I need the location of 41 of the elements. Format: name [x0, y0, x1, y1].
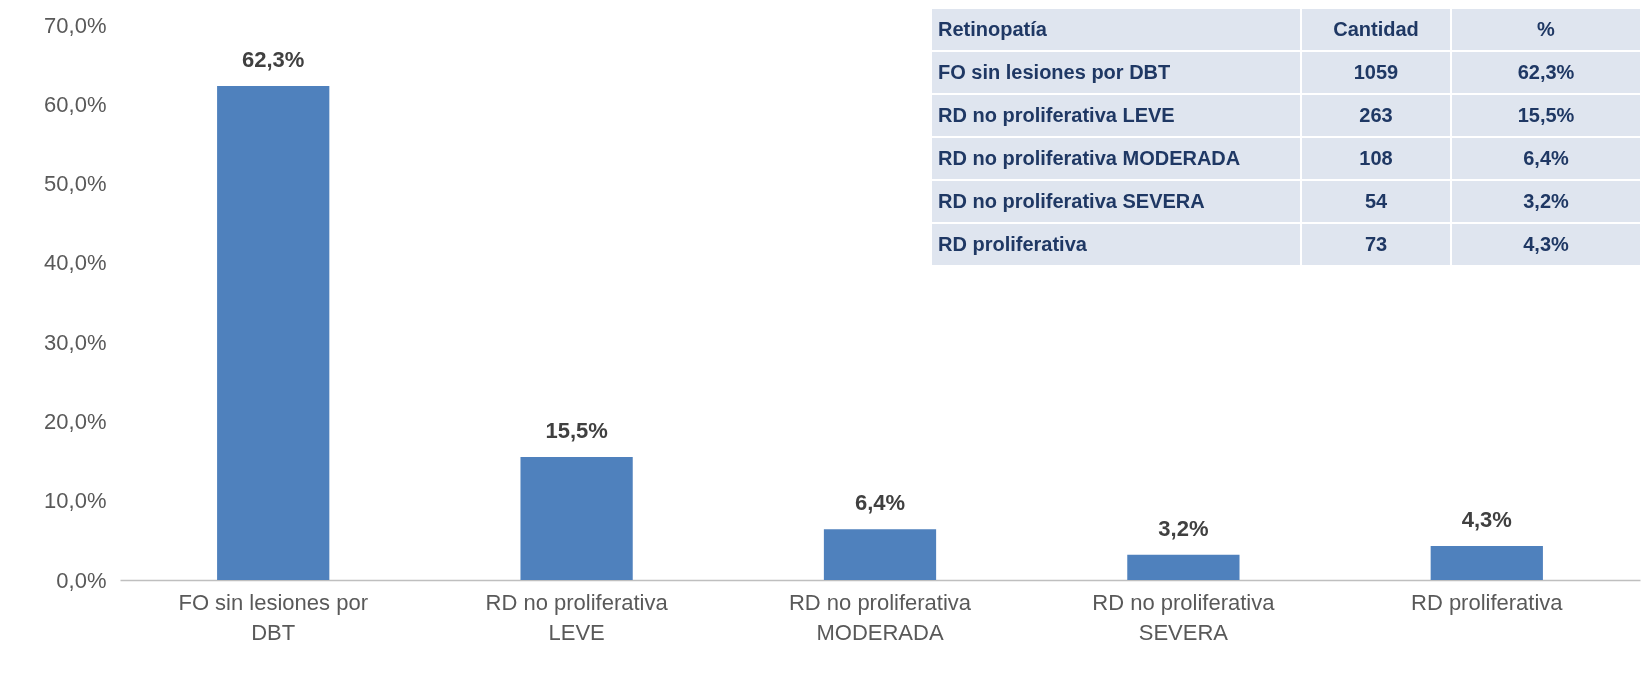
bar — [520, 457, 633, 580]
annotation: 263 — [1302, 95, 1450, 136]
annotation: Cantidad — [1302, 9, 1450, 50]
bar — [823, 529, 937, 580]
data-label: 3,2% — [1158, 515, 1209, 541]
annotation: 6,4% — [1452, 138, 1640, 179]
annotation: 73 — [1302, 224, 1450, 265]
annotation: 1059 — [1302, 52, 1450, 93]
bar — [1430, 545, 1543, 580]
annotation: 54 — [1302, 181, 1450, 222]
y-tick-label: 20,0% — [44, 408, 107, 434]
y-tick-label: 30,0% — [44, 329, 107, 355]
data-label: 62,3% — [242, 47, 305, 73]
y-tick-label: 60,0% — [44, 91, 107, 117]
annotation: RD proliferativa — [932, 224, 1300, 265]
annotation: Retinopatía — [932, 9, 1300, 50]
x-tick-label: RD no proliferativa MODERADA — [788, 589, 972, 645]
y-tick-label: 50,0% — [44, 171, 107, 197]
x-tick-label: RD proliferativa — [1410, 589, 1564, 615]
y-tick-label: 10,0% — [44, 488, 107, 514]
annotation: 15,5% — [1452, 95, 1640, 136]
y-tick-label: 70,0% — [44, 12, 107, 38]
data-label: 15,5% — [545, 418, 608, 444]
annotation: 108 — [1302, 138, 1450, 179]
x-tick-label: RD no proliferativa SEVERA — [1092, 589, 1276, 645]
annotation: 3,2% — [1452, 181, 1640, 222]
annotation: RD no proliferativa SEVERA — [932, 181, 1300, 222]
annotation: RD no proliferativa MODERADA — [932, 138, 1300, 179]
bar — [217, 86, 330, 580]
data-label: 4,3% — [1461, 506, 1512, 532]
x-tick-label: FO sin lesiones por DBT — [178, 589, 368, 645]
x-tick-label: RD no proliferativa LEVE — [485, 589, 669, 645]
annotation: FO sin lesiones por DBT — [932, 52, 1300, 93]
annotation: % — [1452, 9, 1640, 50]
annotation: 4,3% — [1452, 224, 1640, 265]
annotation: 62,3% — [1452, 52, 1640, 93]
bar — [1127, 554, 1240, 580]
annotation: RD no proliferativa LEVE — [932, 95, 1300, 136]
data-label: 6,4% — [854, 490, 906, 516]
y-tick-label: 0,0% — [56, 567, 107, 593]
y-tick-label: 40,0% — [44, 250, 107, 276]
